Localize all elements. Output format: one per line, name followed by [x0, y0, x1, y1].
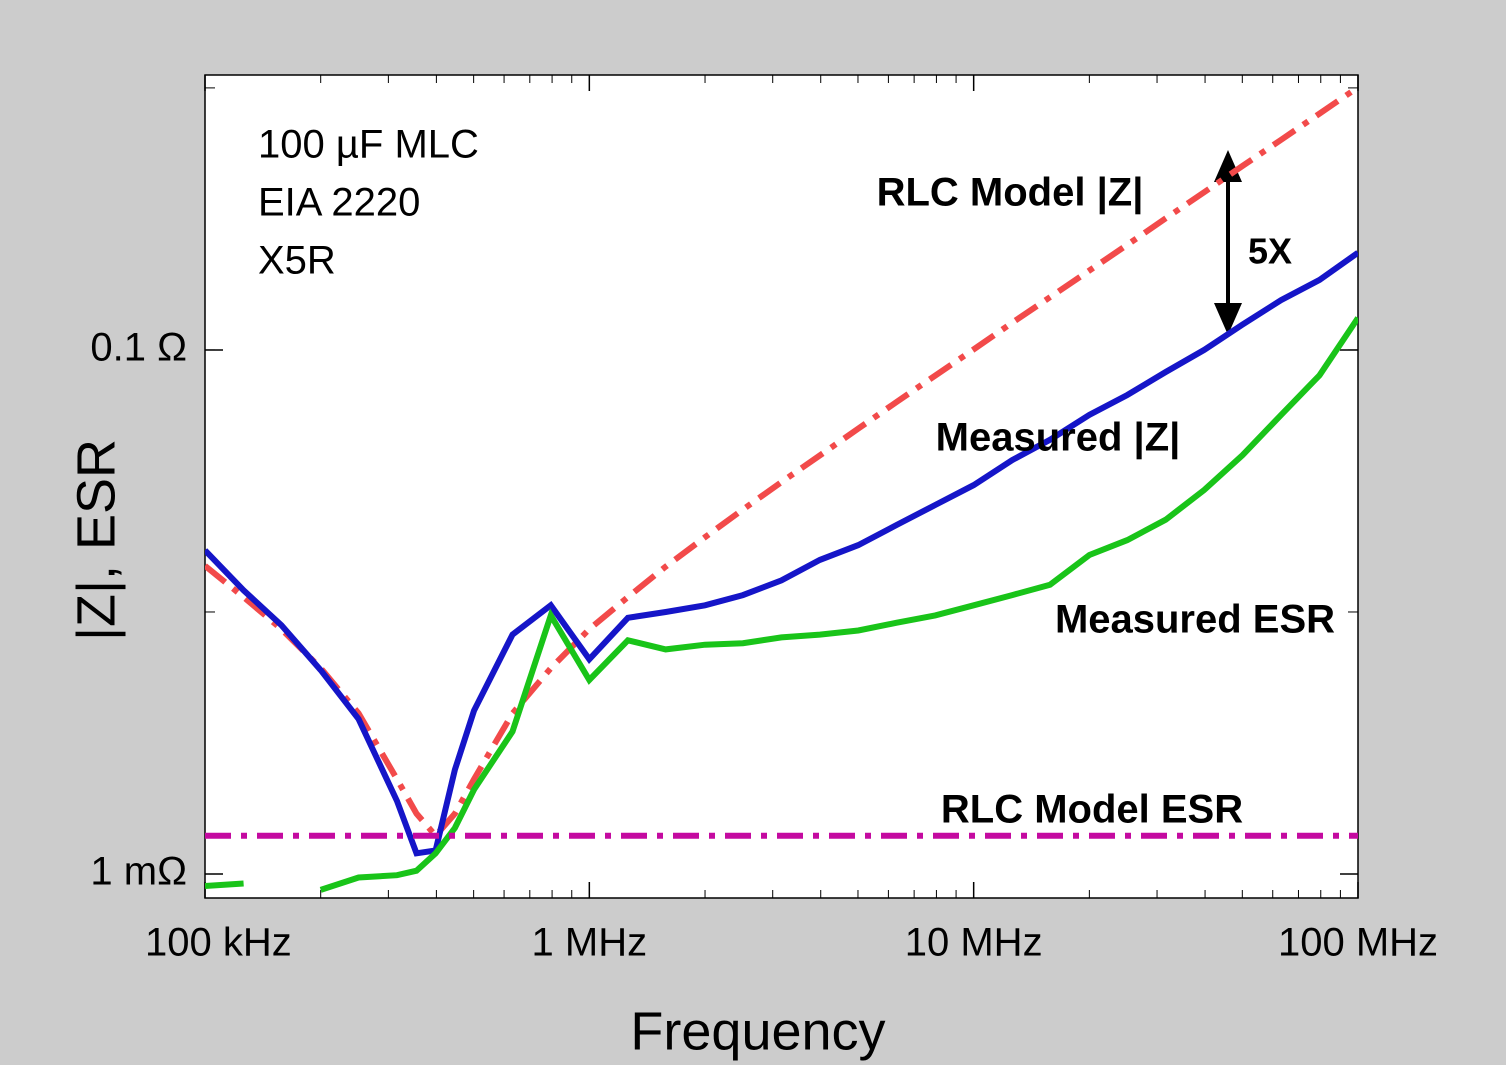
annotation: X5R: [258, 239, 336, 283]
series-label: Measured ESR: [1055, 598, 1335, 642]
y-tick-label: 0.1 Ω: [90, 326, 187, 370]
x-axis-label: Frequency: [630, 1001, 885, 1061]
series-label: Measured |Z|: [936, 416, 1181, 460]
series-label: RLC Model |Z|: [877, 171, 1144, 215]
annotation: EIA 2220: [258, 181, 420, 225]
series-line: [205, 250, 1358, 857]
x-tick-label: 100 MHz: [1278, 921, 1438, 965]
series-line: [205, 84, 1358, 841]
x-tick-label: 100 kHz: [145, 921, 292, 965]
y-tick-label: 1 mΩ: [90, 850, 187, 894]
annotation: 5X: [1248, 231, 1292, 272]
plot-area: [204, 74, 1359, 899]
x-tick-label: 10 MHz: [905, 921, 1043, 965]
annotation: 100 µF MLC: [258, 123, 479, 167]
series-label: RLC Model ESR: [941, 788, 1243, 832]
series-line: [205, 316, 1358, 893]
x-tick-label: 1 MHz: [532, 921, 648, 965]
y-axis-label: |Z|, ESR: [66, 439, 126, 641]
